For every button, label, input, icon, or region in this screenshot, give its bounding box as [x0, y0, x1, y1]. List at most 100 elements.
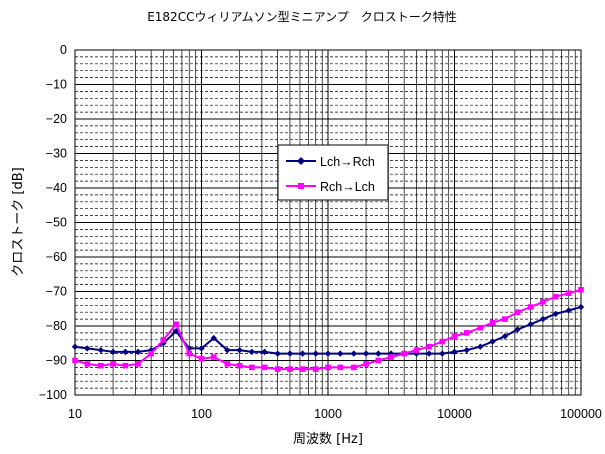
- data-point: [565, 290, 572, 297]
- y-tick-label: −60: [46, 250, 67, 264]
- y-tick-label: −10: [46, 78, 67, 92]
- plot-area-border: [74, 49, 582, 396]
- data-point: [287, 366, 293, 372]
- data-point: [249, 364, 255, 371]
- data-point: [198, 355, 205, 362]
- data-point: [401, 350, 407, 357]
- data-point: [135, 361, 141, 367]
- series-1: [72, 286, 584, 372]
- data-point: [84, 361, 91, 367]
- data-point: [122, 348, 129, 356]
- data-point: [274, 350, 281, 357]
- data-point: [98, 362, 104, 369]
- data-point: [325, 364, 331, 371]
- y-tick-label: −40: [46, 181, 67, 195]
- data-point: [388, 354, 394, 360]
- data-point: [363, 361, 369, 367]
- x-axis-title: 周波数 [Hz]: [293, 432, 363, 447]
- data-point: [312, 366, 319, 372]
- y-tick-label: −20: [46, 112, 67, 126]
- data-point: [160, 337, 167, 343]
- data-point: [477, 343, 484, 350]
- y-tick-label: 0: [60, 43, 67, 57]
- data-point: [286, 350, 294, 357]
- data-point: [337, 350, 344, 357]
- grid: [74, 49, 581, 396]
- y-tick-label: −50: [46, 216, 67, 230]
- data-point: [97, 346, 105, 354]
- y-tick-label: −70: [46, 285, 67, 299]
- data-point: [439, 350, 446, 357]
- data-point: [261, 348, 268, 356]
- legend-box: [277, 144, 389, 201]
- legend-label-rch-lch: Rch→Lch: [320, 180, 375, 194]
- data-point: [210, 354, 217, 360]
- data-point: [463, 330, 470, 336]
- data-point: [527, 304, 534, 310]
- data-point: [173, 321, 179, 328]
- data-point: [198, 345, 205, 352]
- data-point: [514, 309, 521, 315]
- data-point: [552, 310, 559, 318]
- data-point: [236, 362, 243, 369]
- x-tick-label: 100000: [560, 407, 602, 421]
- data-point: [489, 319, 496, 326]
- data-point: [489, 338, 496, 345]
- data-point: [186, 350, 193, 357]
- data-point: [134, 348, 142, 356]
- data-point: [299, 366, 306, 372]
- data-point: [578, 286, 584, 293]
- data-point: [565, 307, 572, 314]
- y-tick-label: −100: [39, 388, 67, 402]
- data-point: [362, 350, 370, 357]
- x-tick-labels: 10 100 1000 10000 100000: [68, 407, 602, 421]
- data-point: [502, 316, 508, 322]
- y-tick-label: −90: [46, 354, 67, 368]
- data-point: [274, 366, 281, 372]
- data-point: [539, 315, 547, 323]
- legend-marker-lch-rch: [297, 157, 305, 165]
- data-point: [236, 346, 243, 354]
- data-point: [527, 321, 534, 328]
- data-point: [84, 345, 91, 352]
- data-point: [501, 333, 509, 340]
- data-point: [109, 348, 117, 356]
- data-point: [477, 324, 484, 331]
- data-point: [540, 299, 546, 305]
- data-point: [375, 350, 382, 357]
- data-point: [439, 338, 446, 345]
- data-point: [451, 348, 458, 356]
- series-layer: [71, 286, 585, 372]
- data-point: [148, 350, 154, 357]
- data-point: [71, 343, 79, 350]
- data-point: [451, 333, 458, 340]
- data-point: [224, 346, 231, 354]
- data-point: [577, 303, 585, 311]
- data-point: [413, 347, 420, 353]
- y-tick-labels: 0 −10 −20 −30 −40 −50 −60 −70 −80 −90 −100: [39, 43, 67, 402]
- data-point: [463, 346, 470, 354]
- data-point: [552, 293, 559, 300]
- data-point: [425, 350, 433, 357]
- x-tick-label: 1000: [314, 407, 342, 421]
- data-point: [351, 364, 357, 371]
- data-point: [324, 350, 332, 357]
- data-point: [248, 348, 256, 356]
- x-tick-label: 10000: [437, 407, 472, 421]
- data-point: [337, 364, 344, 371]
- data-point: [122, 362, 129, 369]
- legend-marker-rch-lch: [298, 183, 304, 189]
- y-axis-title: クロストーク [dB]: [11, 167, 26, 276]
- data-point: [110, 361, 116, 367]
- data-point: [375, 357, 382, 364]
- x-tick-label: 10: [68, 407, 82, 421]
- data-point: [72, 357, 78, 364]
- data-point: [312, 350, 319, 357]
- data-point: [426, 343, 432, 350]
- chart-title: E182CCウィリアムソン型ミニアンプ クロストーク特性: [147, 9, 457, 24]
- data-point: [160, 340, 167, 347]
- data-point: [224, 361, 231, 367]
- legend: Lch→Rch Rch→Lch: [277, 144, 389, 201]
- legend-label-lch-rch: Lch→Rch: [320, 155, 375, 169]
